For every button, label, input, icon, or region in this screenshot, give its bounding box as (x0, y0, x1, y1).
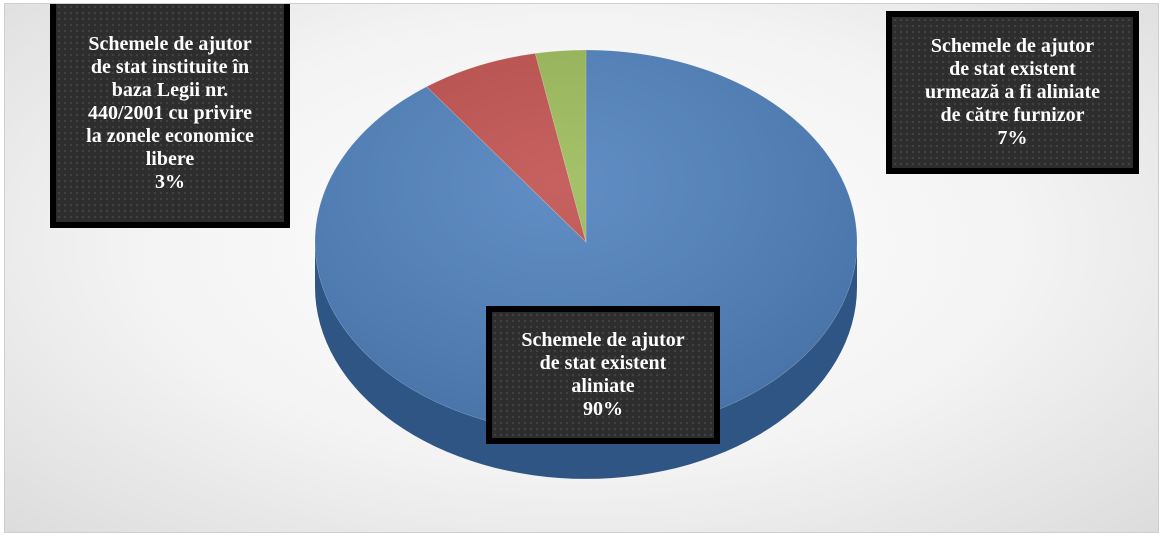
data-label-aliniate: Schemele de ajutor de stat existent alin… (486, 306, 720, 444)
pie-chart (314, 49, 858, 479)
data-label-line: 440/2001 cu privire (87, 101, 253, 124)
data-label-percent: 90% (583, 398, 623, 420)
data-label-line: Schemele de ajutor (930, 35, 1095, 57)
data-label-percent: 7% (997, 127, 1028, 149)
data-label-line: baza Legii nr. (111, 78, 229, 101)
data-label-line: libere (145, 147, 195, 170)
pie-sides (315, 242, 857, 479)
chart-area: Schemele de ajutor de stat existent alin… (4, 3, 1159, 533)
pie-slices (314, 49, 858, 435)
data-label-line: Schemele de ajutor (521, 329, 685, 351)
data-label-line: Schemele de ajutor (88, 32, 252, 55)
data-label-line: urmează a fi aliniate (925, 81, 1100, 103)
data-label-line: de stat instituite în (90, 55, 250, 78)
data-label-line: de stat existent (949, 58, 1076, 80)
data-label-line: la zonele economice (86, 124, 254, 147)
data-label-urmeaza-aliniate: Schemele de ajutor de stat existent urme… (886, 11, 1139, 174)
data-label-percent: 3% (155, 170, 185, 193)
data-label-line: aliniate (571, 375, 635, 397)
data-label-zone-economice: Schemele de ajutor de stat instituite în… (50, 4, 290, 228)
data-label-line: de către furnizor (940, 104, 1085, 126)
data-label-line: de stat existent (539, 352, 667, 374)
pie-side-aliniate (315, 242, 857, 479)
pie-shading (315, 50, 857, 434)
